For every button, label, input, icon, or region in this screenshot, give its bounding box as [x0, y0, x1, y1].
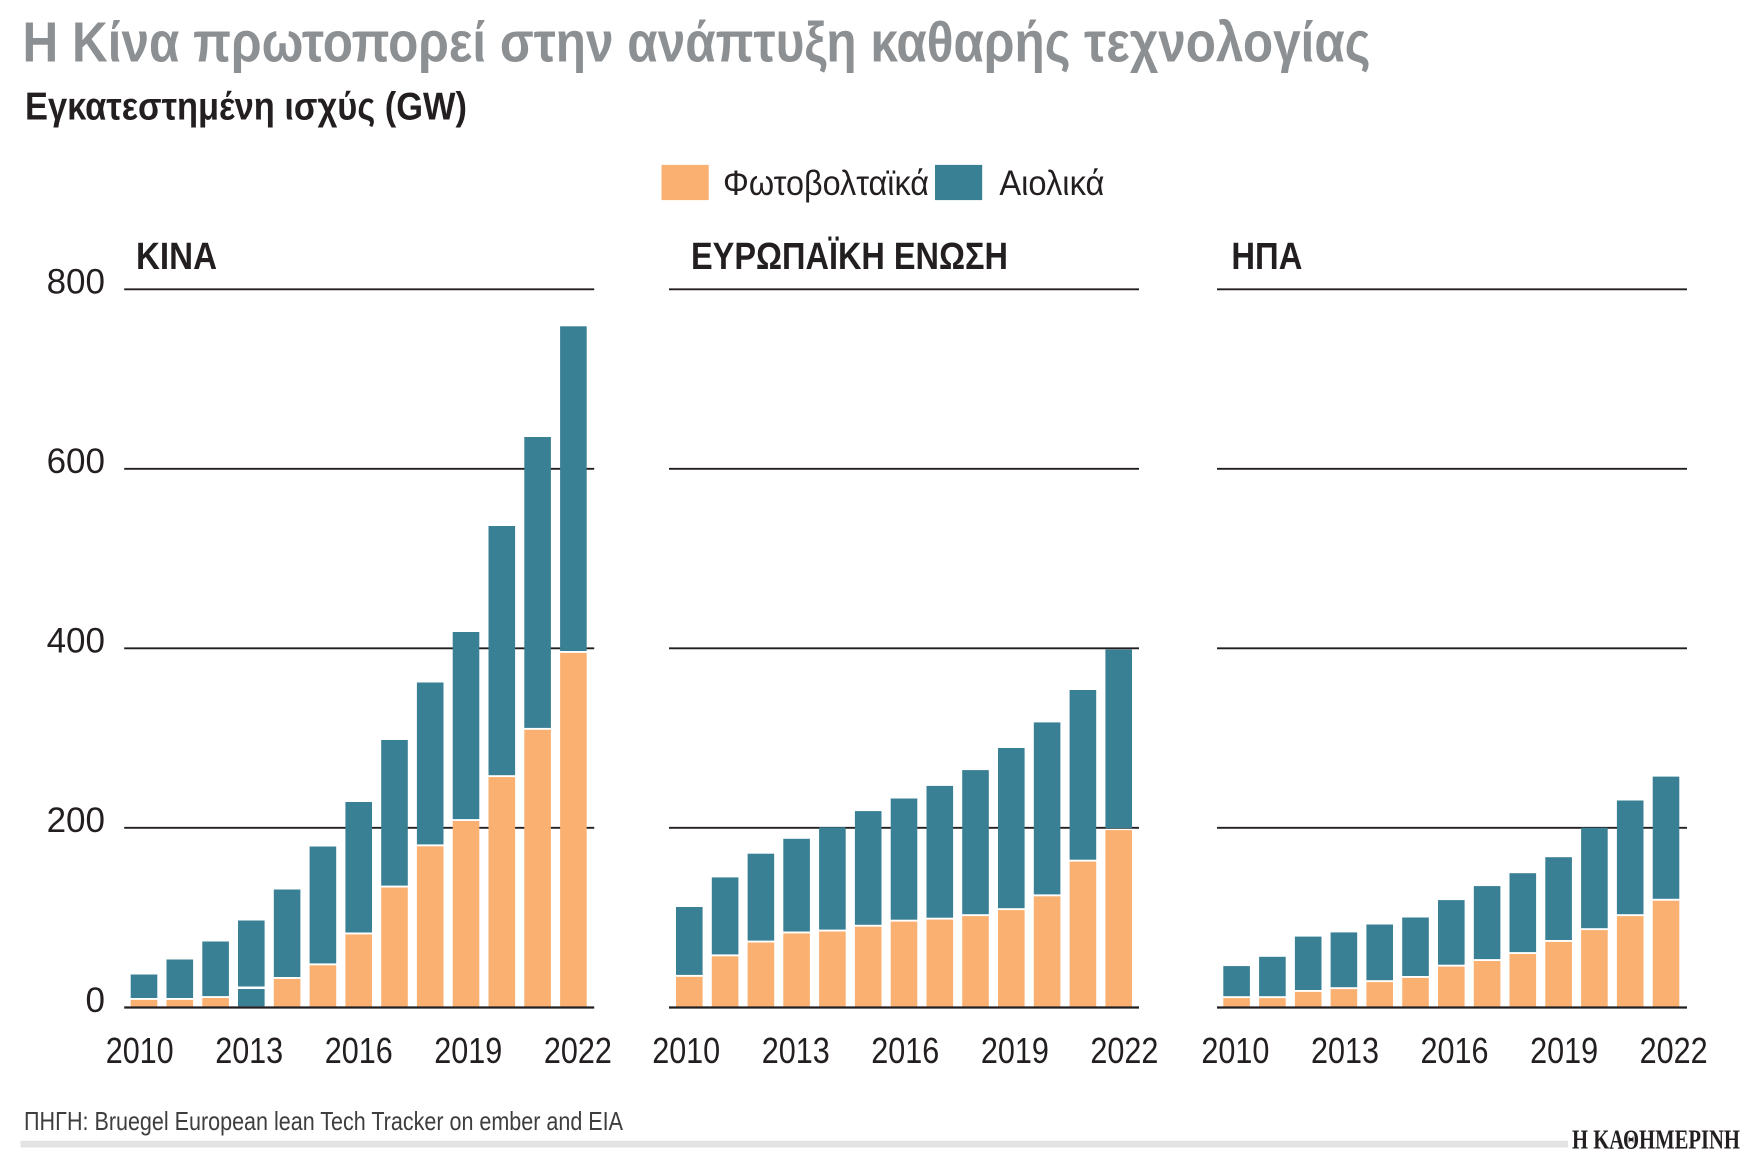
svg-text:2016: 2016 [871, 1030, 939, 1071]
svg-text:2010: 2010 [106, 1030, 174, 1071]
svg-text:Φωτοβολταϊκά: Φωτοβολταϊκά [723, 163, 929, 203]
svg-text:400: 400 [47, 622, 105, 661]
svg-text:Η Κίνα πρωτοπορεί στην ανάπτυξ: Η Κίνα πρωτοπορεί στην ανάπτυξη καθαρής … [23, 11, 1371, 75]
svg-text:ΕΥΡΩΠΑΪΚΗ ΕΝΩΣΗ: ΕΥΡΩΠΑΪΚΗ ΕΝΩΣΗ [691, 235, 1008, 278]
svg-text:2016: 2016 [325, 1030, 393, 1071]
svg-text:2022: 2022 [544, 1030, 612, 1071]
svg-text:Αιολικά: Αιολικά [999, 163, 1104, 203]
svg-text:ΚΙΝΑ: ΚΙΝΑ [136, 236, 217, 278]
svg-text:2013: 2013 [215, 1030, 283, 1071]
svg-text:2019: 2019 [981, 1030, 1049, 1071]
svg-text:2016: 2016 [1421, 1030, 1489, 1071]
svg-text:2022: 2022 [1090, 1030, 1158, 1071]
svg-text:0: 0 [86, 981, 105, 1020]
svg-text:2013: 2013 [762, 1030, 830, 1071]
svg-text:Η ΚΑΘΗΜΕΡΙΝΗ: Η ΚΑΘΗΜΕΡΙΝΗ [1572, 1125, 1740, 1155]
svg-text:600: 600 [47, 442, 105, 481]
svg-text:Εγκατεστημένη ισχύς (GW): Εγκατεστημένη ισχύς (GW) [25, 86, 467, 129]
svg-text:2010: 2010 [652, 1030, 720, 1071]
svg-text:ΠΗΓΗ: Bruegel European lean Te: ΠΗΓΗ: Bruegel European lean Tech Tracker… [24, 1106, 624, 1136]
svg-text:800: 800 [47, 263, 105, 302]
svg-text:2019: 2019 [1530, 1030, 1598, 1071]
svg-text:2019: 2019 [434, 1030, 502, 1071]
svg-text:2010: 2010 [1201, 1030, 1269, 1071]
svg-text:2022: 2022 [1640, 1030, 1708, 1071]
svg-text:2013: 2013 [1311, 1030, 1379, 1071]
svg-text:ΗΠΑ: ΗΠΑ [1231, 236, 1302, 278]
svg-text:200: 200 [47, 801, 105, 840]
